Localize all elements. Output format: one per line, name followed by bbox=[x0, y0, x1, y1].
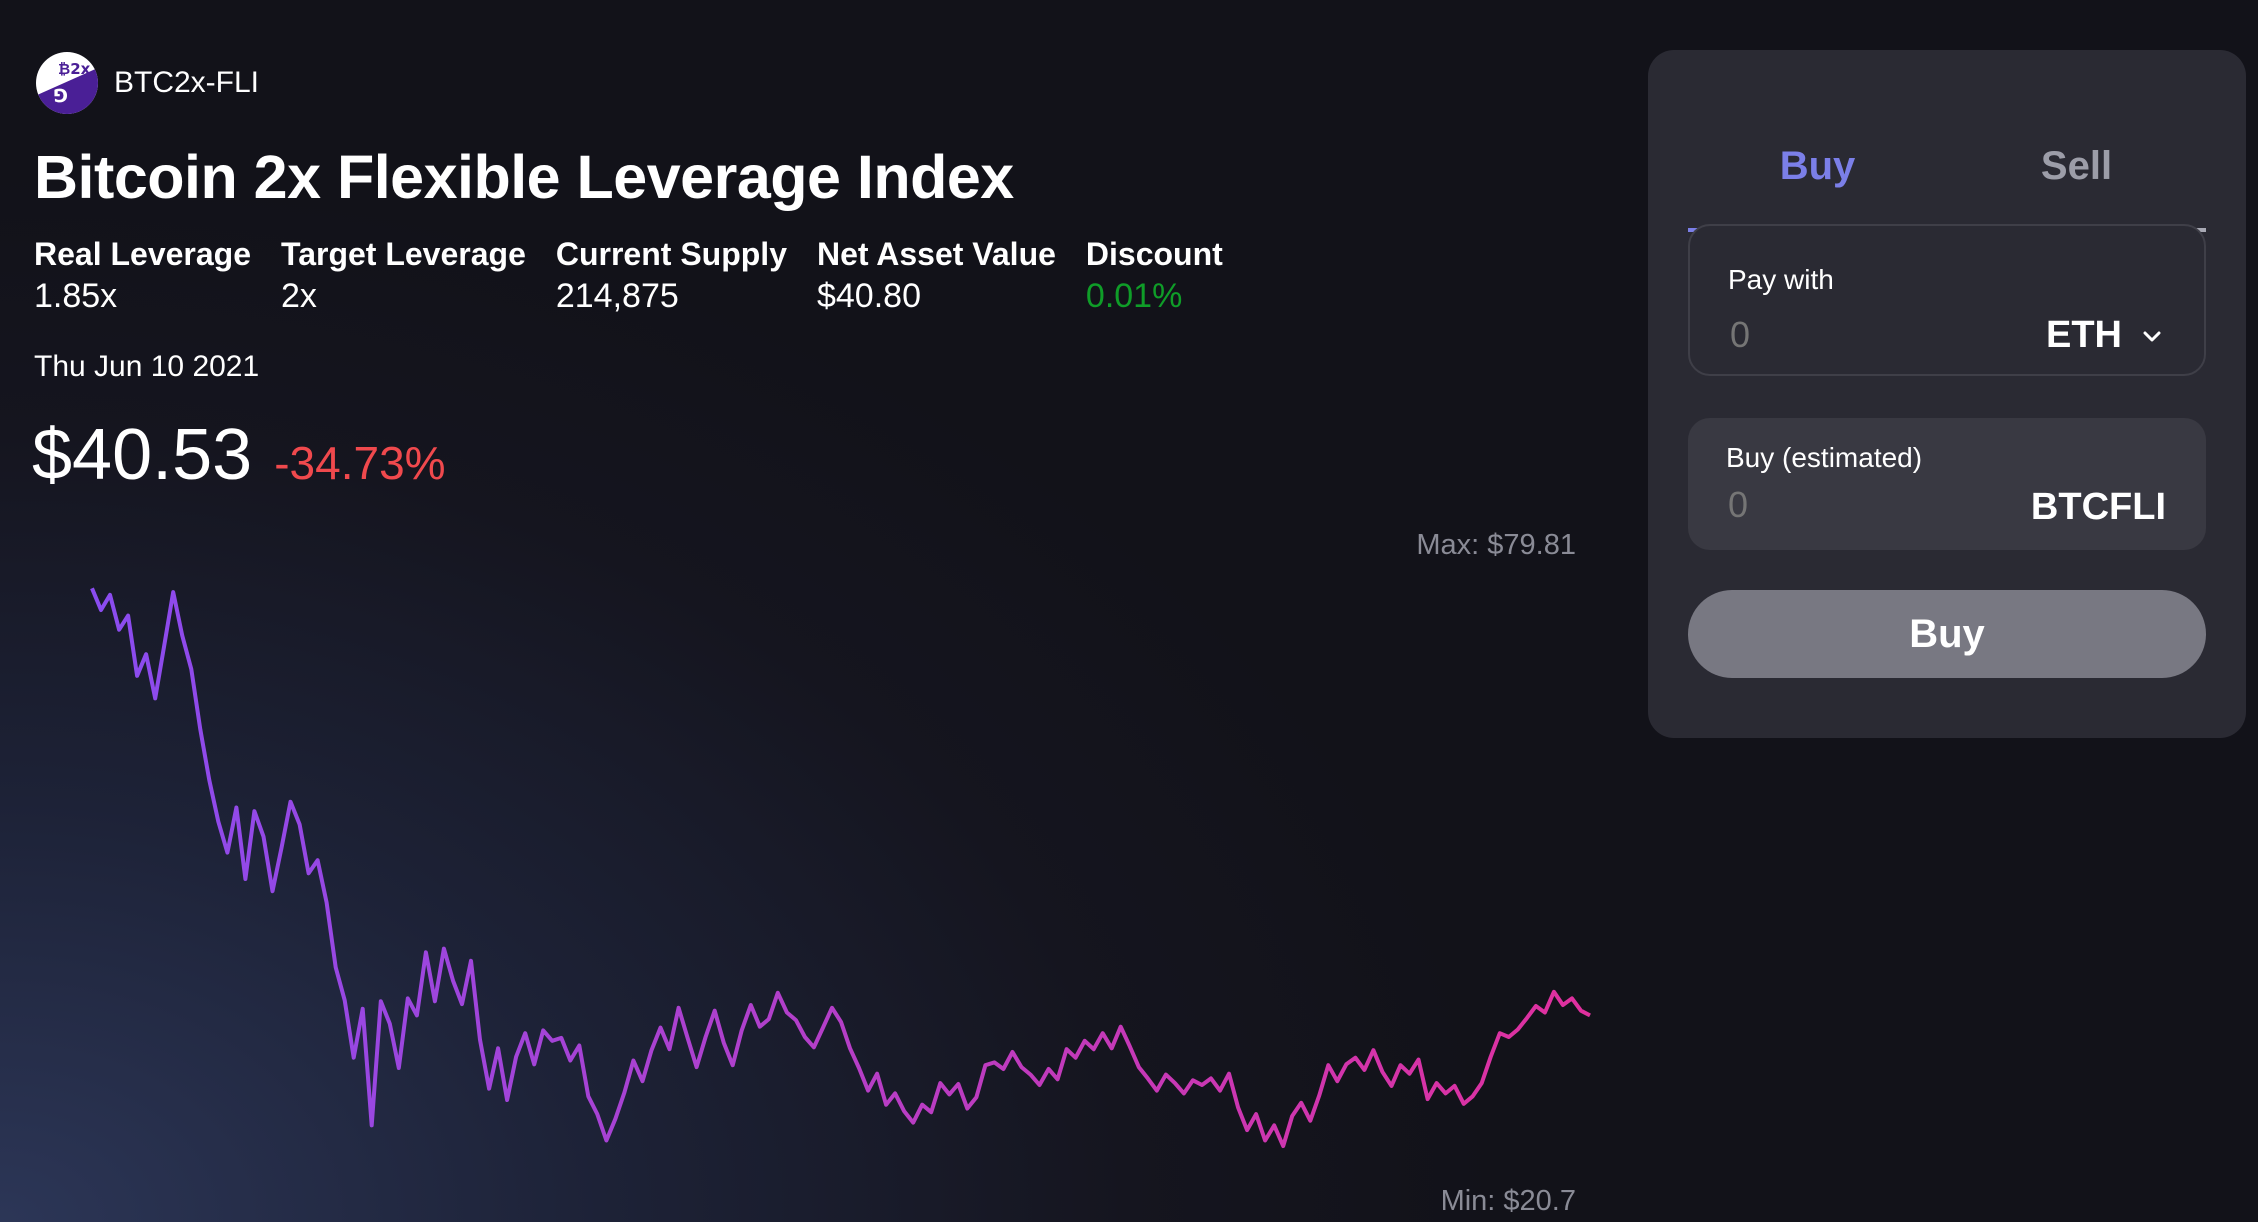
pay-with-field[interactable]: Pay with ETH bbox=[1688, 224, 2206, 376]
buy-estimated-field: Buy (estimated) BTCFLI bbox=[1688, 418, 2206, 550]
price-row: $40.53 -34.73% bbox=[32, 414, 446, 496]
stat-label: Current Supply bbox=[555, 236, 787, 272]
price-chart[interactable]: Max: $79.81 Min: $20.7 bbox=[0, 0, 1620, 1222]
stat-label: Target Leverage bbox=[281, 236, 526, 272]
estimated-asset-symbol: BTCFLI bbox=[2030, 486, 2166, 528]
stat-label: Discount bbox=[1085, 236, 1223, 272]
price-change: -34.73% bbox=[274, 437, 446, 489]
tab-sell[interactable]: Sell bbox=[2040, 144, 2113, 188]
token-overview: ₿2x ⅁ BTC2x-FLI Bitcoin 2x Flexible Leve… bbox=[0, 0, 1620, 1222]
stat-value: 214,875 bbox=[555, 277, 679, 315]
price-series-line bbox=[90, 587, 1591, 1149]
trade-panel: Buy Sell Pay with ETH Buy (estimated) BT… bbox=[1648, 50, 2246, 738]
max-label: Max: $79.81 bbox=[1416, 529, 1576, 561]
estimated-amount bbox=[1728, 484, 1928, 526]
logo-text: ₿2x bbox=[58, 60, 91, 78]
stat-real-leverage: Real Leverage 1.85x bbox=[34, 236, 251, 316]
stats-row: Real Leverage 1.85x Target Leverage 2x C… bbox=[34, 236, 1253, 316]
current-price: $40.53 bbox=[32, 415, 253, 495]
stat-net-asset-value: Net Asset Value $40.80 bbox=[817, 236, 1056, 316]
min-label: Min: $20.7 bbox=[1441, 1185, 1576, 1217]
selected-date: Thu Jun 10 2021 bbox=[34, 350, 260, 383]
pay-asset-select[interactable]: ETH bbox=[2046, 314, 2164, 357]
pay-asset-symbol: ETH bbox=[2046, 314, 2122, 356]
pay-with-label: Pay with bbox=[1728, 264, 1834, 295]
stat-value: 0.01% bbox=[1085, 277, 1183, 315]
btc2x-fli-logo-icon: ₿2x ⅁ bbox=[36, 52, 98, 114]
pay-amount-input[interactable] bbox=[1730, 314, 1930, 356]
chevron-down-icon bbox=[2143, 331, 2161, 341]
token-header: ₿2x ⅁ BTC2x-FLI bbox=[36, 52, 259, 114]
stat-label: Net Asset Value bbox=[816, 236, 1056, 272]
stat-discount: Discount 0.01% bbox=[1086, 236, 1223, 316]
stat-label: Real Leverage bbox=[34, 236, 252, 272]
stat-value: 1.85x bbox=[34, 277, 118, 315]
buy-estimated-label: Buy (estimated) bbox=[1726, 442, 1923, 473]
stat-value: 2x bbox=[281, 277, 317, 315]
token-symbol: BTC2x-FLI bbox=[114, 66, 260, 99]
page-title: Bitcoin 2x Flexible Leverage Index bbox=[34, 143, 1014, 211]
buy-button[interactable]: Buy bbox=[1688, 590, 2206, 678]
tab-buy[interactable]: Buy bbox=[1779, 144, 1856, 188]
estimated-asset: BTCFLI bbox=[2031, 486, 2166, 529]
trade-tabs: Buy Sell bbox=[1688, 90, 2206, 234]
stat-value: $40.80 bbox=[816, 277, 921, 315]
stat-current-supply: Current Supply 214,875 bbox=[556, 236, 787, 316]
stat-target-leverage: Target Leverage 2x bbox=[281, 236, 526, 316]
